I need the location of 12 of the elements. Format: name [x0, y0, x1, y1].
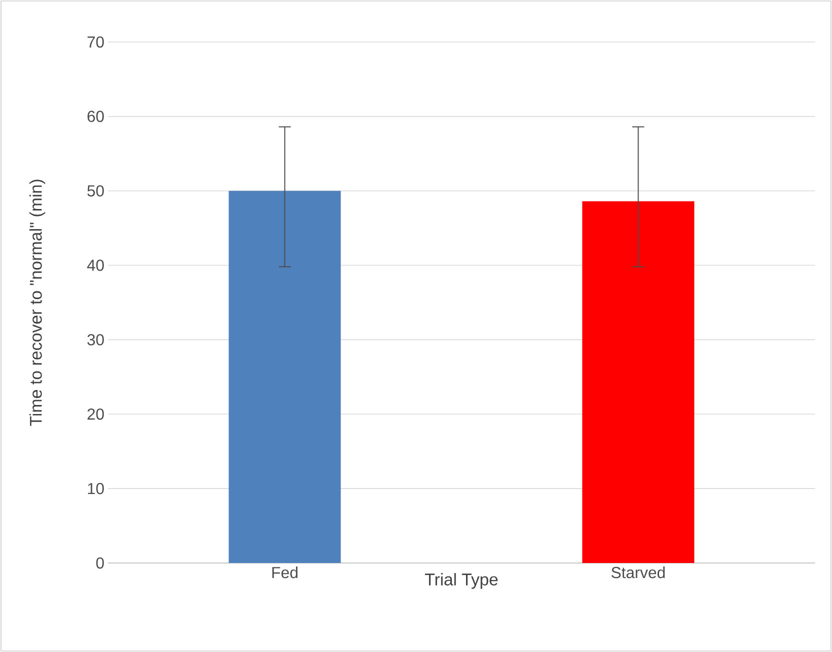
x-tick-label: Fed [272, 566, 298, 578]
x-axis-title: Trial Type [425, 573, 498, 589]
x-tick-label: Starved [612, 566, 665, 578]
y-tick-label: 50 [87, 185, 104, 196]
y-tick-label: 60 [88, 110, 104, 122]
y-tick-label: 30 [87, 334, 104, 346]
y-tick-label: 20 [88, 408, 104, 420]
y-tick-label: 10 [88, 482, 104, 494]
y-tick-label: 70 [88, 36, 104, 48]
y-axis-title: Time to recover to "normal" (min) [29, 180, 46, 426]
y-tick-label: 40 [87, 260, 104, 271]
y-tick-label: 0 [96, 557, 104, 569]
